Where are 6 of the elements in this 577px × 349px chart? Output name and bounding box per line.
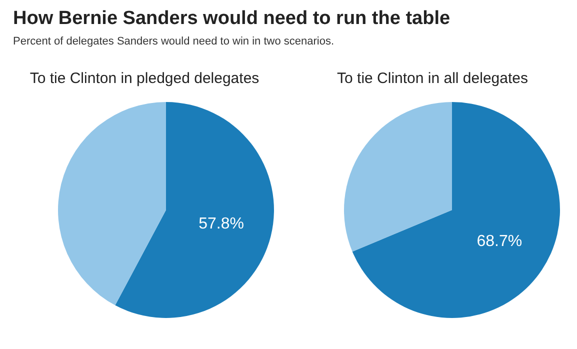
text: How Bernie Sanders would need to run the table <box>13 8 450 29</box>
data-label: 57.8% <box>198 215 244 232</box>
text: Percent of delegates Sanders would need to win in two scenarios. <box>13 36 334 48</box>
data-label: 68.7% <box>476 233 522 250</box>
chart-title: To tie Clinton in all delegates <box>337 70 528 87</box>
chart-title: To tie Clinton in pledged delegates <box>30 70 260 87</box>
